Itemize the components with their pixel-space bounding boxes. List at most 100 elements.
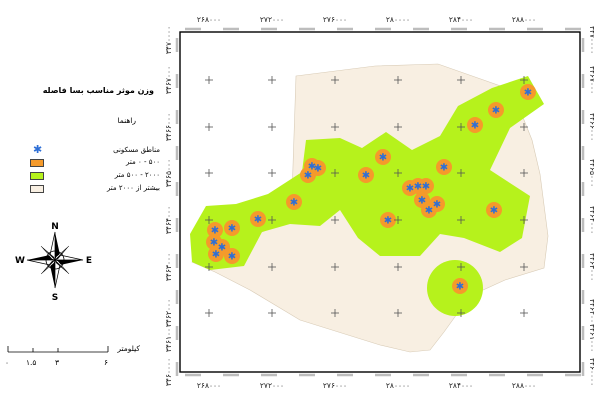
buffer-0-500-circle	[488, 102, 504, 118]
legend-label: مناطق مسکونی	[113, 146, 160, 154]
grid-cross-icon	[331, 76, 339, 84]
residential-site-star-icon: ✱	[422, 182, 430, 193]
legend-title: وزن موثر مناسب بسا فاصله	[42, 86, 154, 95]
x-tick-label: ۲۷۶۰۰۰	[323, 381, 347, 390]
grid-cross-icon	[394, 76, 402, 84]
y-tick-label: ۳۴۶۴۰۰۰	[164, 206, 173, 234]
buffer-0-500-circle	[520, 84, 536, 100]
y-tick-label: ۳۴۷۰۰۰۰	[588, 26, 594, 54]
grid-cross-icon	[520, 123, 528, 131]
residential-site-star-icon: ✱	[228, 252, 236, 263]
south-label: S	[52, 293, 58, 303]
east-label: E	[86, 256, 92, 266]
grid-cross-icon	[268, 309, 276, 317]
buffer-0-500-circle	[452, 278, 468, 294]
x-tick-label: ۲۸۰۰۰۰	[386, 381, 410, 390]
west-label: W	[15, 256, 25, 266]
grid-cross-icon	[394, 123, 402, 131]
x-tick-label: ۲۶۸۰۰۰	[197, 381, 221, 390]
legend-item-500-2000: ۲۰۰۰ - ۵۰۰ متر	[30, 171, 160, 182]
grid-cross-icon	[331, 216, 339, 224]
residential-site-star-icon: ✱	[384, 216, 392, 227]
grid-cross-icon	[520, 169, 528, 177]
x-tick-label: ۲۷۲۰۰۰	[260, 381, 284, 390]
legend-item-residential: ✱ مناطق مسکونی	[30, 143, 160, 157]
scale-unit-label: کیلومتر	[117, 344, 140, 353]
buffer-0-500-circle	[418, 178, 434, 194]
x-tick-label: ۲۷۲۰۰۰	[260, 15, 284, 24]
beige-swatch	[30, 185, 44, 193]
grid-cross-icon	[205, 309, 213, 317]
grid-cross-icon	[394, 263, 402, 271]
grid-cross-icon	[520, 263, 528, 271]
x-tick-label: ۲۸۰۰۰۰	[386, 15, 410, 24]
x-tick-label: ۲۸۴۰۰۰	[449, 381, 473, 390]
residential-site-star-icon: ✱	[218, 243, 226, 254]
residential-site-star-icon: ✱	[425, 206, 433, 217]
legend-label: ۵۰۰ - ۰ متر	[126, 158, 160, 166]
residential-site-star-icon: ✱	[210, 238, 218, 249]
residential-site-star-icon: ✱	[492, 106, 500, 117]
buffer-0-500-circle	[224, 220, 240, 236]
grid-cross-icon	[331, 263, 339, 271]
buffer-0-500-circle	[380, 212, 396, 228]
residential-site-star-icon: ✱	[308, 162, 316, 173]
buffer-0-500-circle	[375, 149, 391, 165]
grid-cross-icon	[394, 216, 402, 224]
legend-label: ۲۰۰۰ - ۵۰۰ متر	[114, 171, 160, 179]
grid-cross-icon	[205, 263, 213, 271]
buffer-0-500-circle	[467, 117, 483, 133]
residential-site-star-icon: ✱	[440, 163, 448, 174]
y-tick-label: ۳۴۶۵۰۰۰	[164, 159, 173, 187]
grid-cross-icon	[268, 123, 276, 131]
scale-label: ۶	[104, 358, 109, 367]
y-tick-label: ۳۴۷۰۰۰۰	[164, 26, 173, 54]
star-icon: ✱	[33, 143, 43, 156]
residential-site-star-icon: ✱	[418, 196, 426, 207]
legend-label: بیشتر از ۲۰۰۰ متر	[106, 184, 160, 192]
grid-cross-icon	[457, 169, 465, 177]
scale-label: ۳	[55, 358, 60, 367]
grid-cross-icon	[457, 216, 465, 224]
x-tick-label: ۲۶۸۰۰۰	[197, 15, 221, 24]
legend-item-over-2000: بیشتر از ۲۰۰۰ متر	[30, 184, 160, 195]
residential-site-star-icon: ✱	[406, 184, 414, 195]
residential-site-star-icon: ✱	[212, 250, 220, 261]
y-tick-label: ۳۴۶۰۰۰۰	[588, 358, 594, 386]
y-tick-label: ۳۴۶۳۰۰۰	[164, 253, 173, 281]
grid-cross-icon	[457, 309, 465, 317]
legend-item-0-500: ۵۰۰ - ۰ متر	[30, 158, 160, 169]
y-tick-label: ۳۴۶۶۰۰۰	[588, 113, 594, 141]
grid-cross-icon	[205, 216, 213, 224]
buffer-0-500-circle	[224, 248, 240, 264]
grid-cross-icon	[331, 309, 339, 317]
residential-site-points: ✱ ✱✱ ✱✱ ✱✱✱✱✱✱ ✱✱✱✱ ✱ ✱✱✱✱✱✱✱✱✱✱	[210, 88, 532, 293]
residential-site-star-icon: ✱	[211, 226, 219, 237]
residential-site-star-icon: ✱	[456, 282, 464, 293]
buffer-0-500-circle	[207, 222, 223, 238]
residential-site-star-icon: ✱	[379, 153, 387, 164]
residential-site-star-icon: ✱	[362, 171, 370, 182]
y-tick-label: ۳۴۶۷۰۰۰	[588, 66, 594, 94]
x-axis-top-ticks: ۲۶۸۰۰۰ ۲۷۲۰۰۰ ۲۷۶۰۰۰ ۲۸۰۰۰۰ ۲۸۴۰۰۰ ۲۸۸۰۰۰	[197, 15, 536, 24]
scale-label: ۰	[5, 358, 10, 367]
scale-bar	[7, 346, 109, 353]
scale-label: ۱.۵	[26, 358, 37, 367]
y-tick-label: ۳۴۶۰۰۰۰	[164, 358, 173, 386]
buffer-0-500-circle	[286, 194, 302, 210]
y-tick-label: ۳۴۶۲۰۰۰	[164, 299, 173, 327]
grid-cross-icon	[331, 169, 339, 177]
grid-cross-icon	[394, 309, 402, 317]
buffer-0-500-circle	[486, 202, 502, 218]
buffer-0-500-zones	[206, 84, 536, 294]
grid-cross-icon	[457, 263, 465, 271]
x-tick-label: ۲۸۸۰۰۰	[512, 15, 536, 24]
north-label: N	[51, 222, 59, 232]
y-tick-label: ۳۴۶۱۰۰۰	[588, 324, 594, 352]
grid-cross-icon	[205, 76, 213, 84]
x-tick-label: ۲۸۴۰۰۰	[449, 15, 473, 24]
grid-cross-icon	[268, 216, 276, 224]
grid-cross-icon	[268, 263, 276, 271]
grid-cross-icon	[520, 309, 528, 317]
residential-site-star-icon: ✱	[290, 198, 298, 209]
